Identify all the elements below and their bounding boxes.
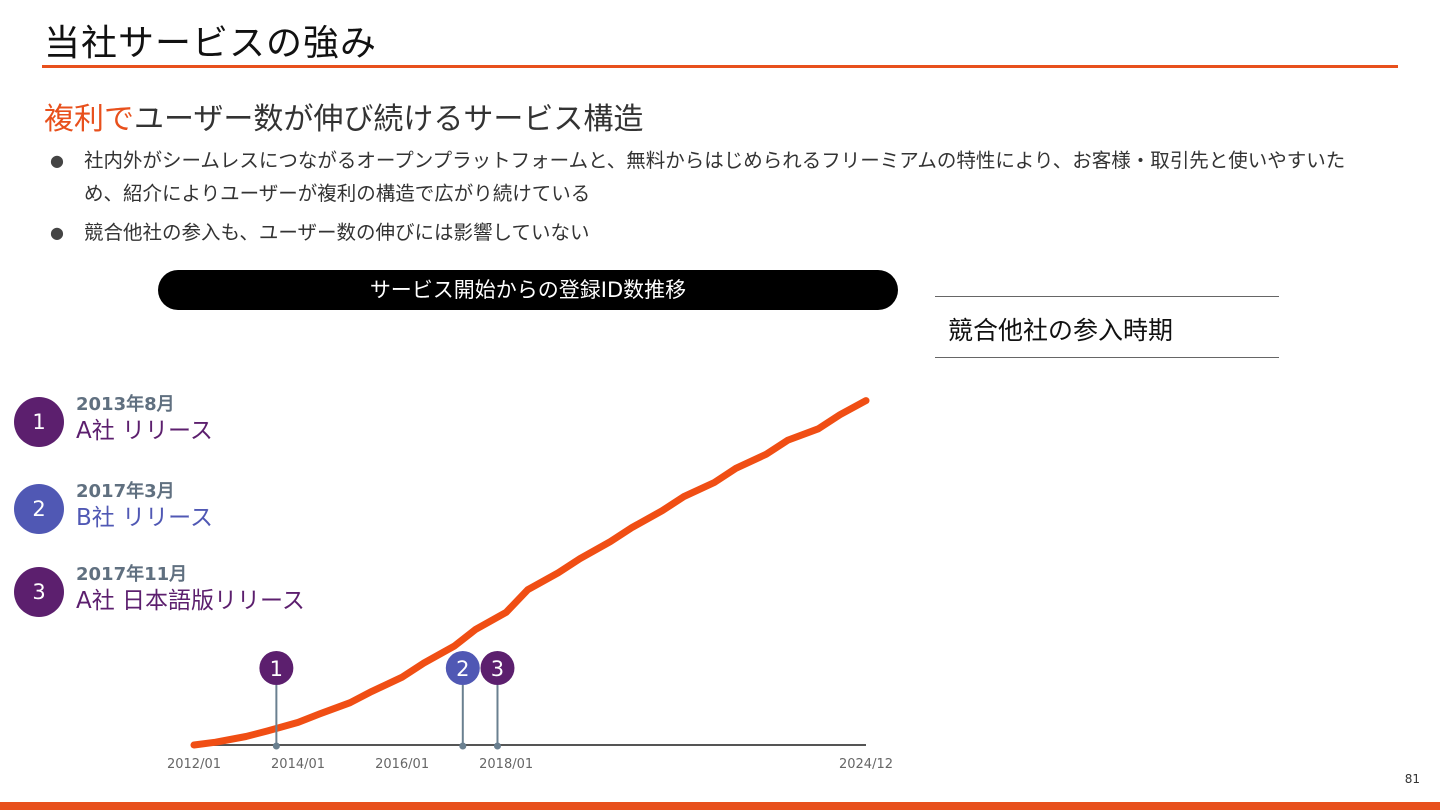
entry-number-badge: 1 — [14, 397, 64, 447]
panel-heading: 競合他社の参入時期 — [948, 316, 1174, 345]
competitor-panel: 競合他社の参入時期 — [935, 296, 1279, 358]
entry-label: B社 リリース — [76, 505, 213, 531]
marker-label: 1 — [270, 657, 283, 681]
entry-label: A社 日本語版リリース — [76, 588, 305, 614]
marker-label: 2 — [456, 657, 469, 681]
bullet-text: 社内外がシームレスにつながるオープンプラットフォームと、無料からはじめられるフリ… — [84, 149, 1346, 205]
marker-badge — [445, 651, 480, 685]
entry-date: 2013年8月 — [76, 394, 175, 415]
x-tick-label: 2014/01 — [271, 757, 325, 772]
title-divider — [42, 65, 1398, 68]
entry-number-badge: 3 — [14, 567, 64, 617]
entry-label: A社 リリース — [76, 418, 213, 444]
x-tick-label: 2018/01 — [479, 757, 533, 772]
marker-badge — [259, 651, 294, 685]
entry-number-badge: 2 — [14, 484, 64, 534]
entry-date: 2017年3月 — [76, 481, 175, 502]
panel-bottom-rule — [935, 357, 1279, 358]
chart-title: サービス開始からの登録ID数推移 — [158, 270, 898, 310]
bullet-symbol: ● — [50, 223, 64, 242]
footer-bar — [0, 802, 1440, 810]
competitor-entry-3: 3 2017年11月 A社 日本語版リリース — [14, 564, 305, 617]
competitor-entry-1: 1 2013年8月 A社 リリース — [14, 394, 213, 447]
x-tick-label: 2016/01 — [375, 757, 429, 772]
bullet-text: 競合他社の参入も、ユーザー数の伸びには影響していない — [84, 221, 590, 244]
marker-base-dot — [272, 742, 280, 750]
page-number: 81 — [1404, 772, 1420, 786]
x-tick-label: 2024/12 — [839, 757, 893, 772]
entry-date: 2017年11月 — [76, 564, 188, 585]
marker-base-dot — [459, 742, 467, 750]
marker-badge — [480, 651, 515, 685]
marker-label: 3 — [491, 657, 504, 681]
slide-title: 当社サービスの強み — [44, 23, 378, 64]
marker-base-dot — [493, 742, 501, 750]
x-tick-label: 2012/01 — [167, 757, 221, 772]
slide-subtitle: 複利でユーザー数が伸び続けるサービス構造 — [44, 94, 643, 138]
panel-top-rule — [935, 296, 1279, 297]
competitor-entry-2: 2 2017年3月 B社 リリース — [14, 481, 213, 534]
subtitle-accent: 複利で — [44, 102, 134, 137]
series-line — [190, 397, 870, 749]
bullet-list: ● 社内外がシームレスにつながるオープンプラットフォームと、無料からはじめられる… — [50, 144, 1350, 255]
subtitle-rest: ユーザー数が伸び続けるサービス構造 — [134, 102, 644, 137]
bullet-symbol: ● — [50, 151, 64, 170]
bullet-item: ● 社内外がシームレスにつながるオープンプラットフォームと、無料からはじめられる… — [50, 144, 1350, 210]
bullet-item: ● 競合他社の参入も、ユーザー数の伸びには影響していない — [50, 216, 1350, 249]
